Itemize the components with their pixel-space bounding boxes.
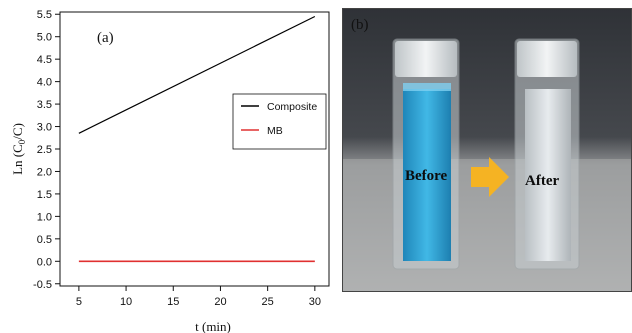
y-tick-label: 0.5 <box>37 234 52 246</box>
before-cuvette <box>392 38 460 270</box>
y-tick-label: 3.5 <box>37 99 52 111</box>
before-cuvette-cap <box>395 41 457 77</box>
legend-label-mb: MB <box>267 125 283 137</box>
after-cuvette-cap <box>517 41 577 77</box>
y-tick-label: 5.5 <box>37 9 52 21</box>
arrow-icon <box>471 157 509 197</box>
line-chart: -0.5 0.0 0.5 1.0 1.5 2.0 2.5 3.0 3.5 4.0 4.5 5.0 5.5… <box>10 9 330 333</box>
cuvette-photo: (b) Before After <box>342 8 632 292</box>
x-tick-label: 20 <box>214 296 226 308</box>
panel-label-a: (a) <box>97 30 114 46</box>
after-label: After <box>525 173 560 189</box>
y-tick-label: 2.0 <box>37 166 52 178</box>
cuvette-scene <box>343 9 631 291</box>
y-axis-title: Ln (C0/C) <box>10 123 27 175</box>
before-label: Before <box>405 168 448 184</box>
x-tick-label: 10 <box>120 296 132 308</box>
x-axis-title: t (min) <box>195 319 231 333</box>
x-tick-label: 15 <box>167 296 179 308</box>
series-line-composite <box>78 15 316 134</box>
chart-panel: -0.5 0.0 0.5 1.0 1.5 2.0 2.5 3.0 3.5 4.0 4.5 5.0 5.5… <box>10 9 330 333</box>
y-tick-label: 0.0 <box>37 256 52 268</box>
y-tick-label: 1.0 <box>37 211 52 223</box>
y-tick-label: 4.5 <box>37 54 52 66</box>
y-tick-label: 4.0 <box>37 77 52 89</box>
x-tick-label: 5 <box>76 296 82 308</box>
y-tick-label: 1.5 <box>37 189 52 201</box>
x-tick-label: 30 <box>309 296 321 308</box>
y-tick-label: 2.5 <box>37 144 52 156</box>
legend-box <box>232 93 327 150</box>
y-tick-label: 3.0 <box>37 122 52 134</box>
y-tick-label: -0.5 <box>33 279 52 291</box>
x-tick-label: 25 <box>262 296 274 308</box>
after-cuvette <box>514 38 580 270</box>
panel-label-b: (b) <box>351 17 369 33</box>
blue-solution <box>403 89 451 261</box>
y-tick-label: 5.0 <box>37 32 52 44</box>
legend-label-composite: Composite <box>267 101 317 113</box>
clear-solution <box>525 89 571 261</box>
